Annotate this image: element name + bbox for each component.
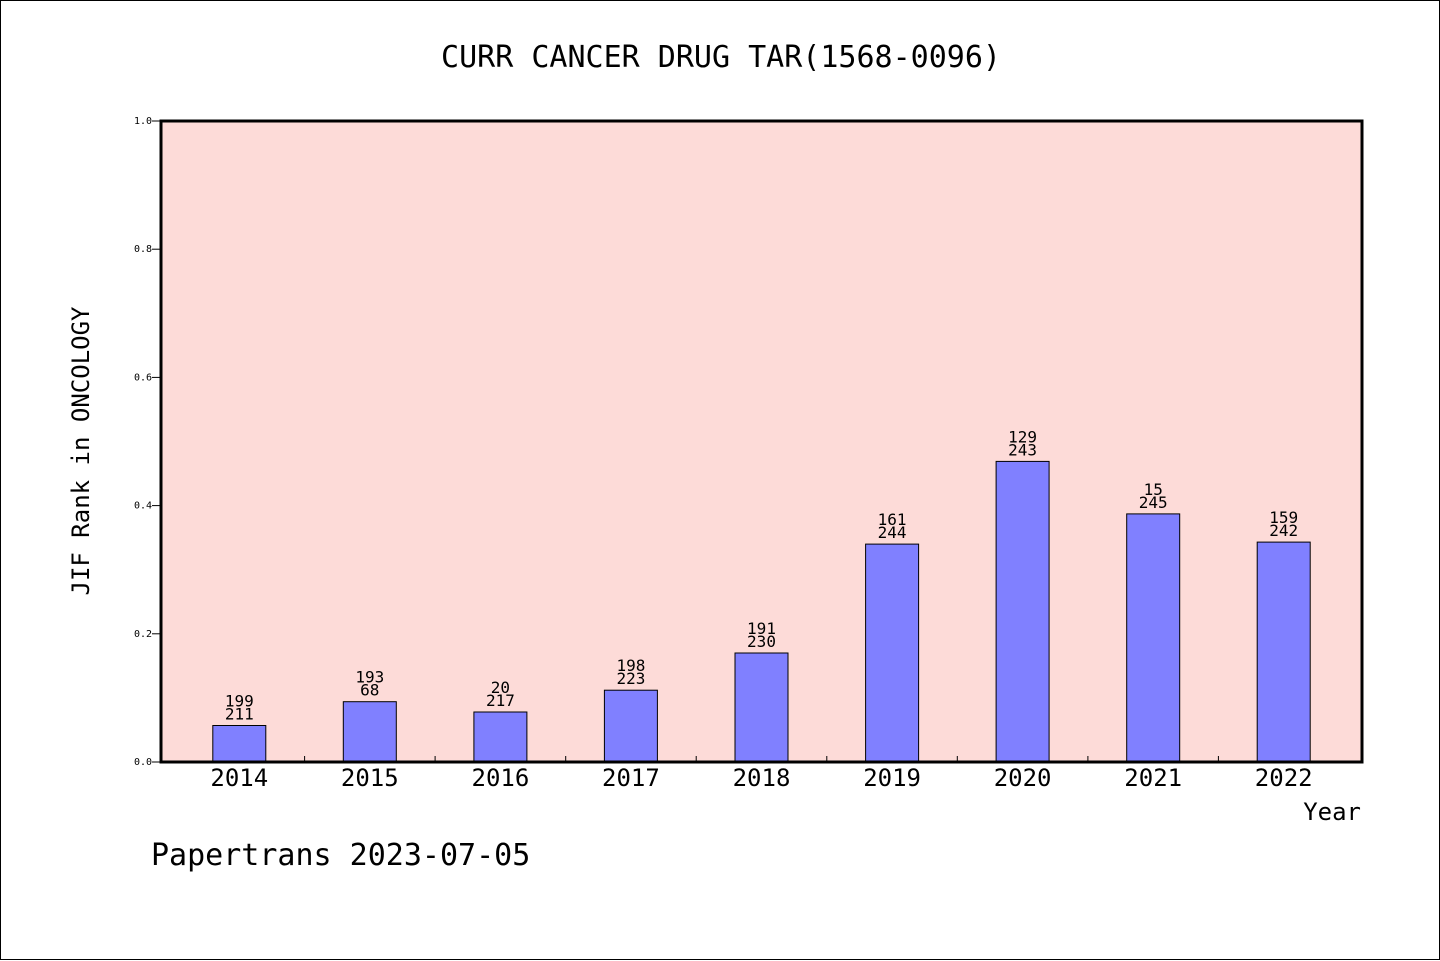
- bar-label-top-2014: 199: [225, 692, 254, 711]
- x-axis: 2014 2015 2016 2017 2018 2019 2020 2021 2022: [210, 756, 1313, 792]
- x-axis-label: Year: [1303, 798, 1361, 826]
- bar-2021: [1126, 513, 1181, 763]
- y-axis: 0.0 0.2 0.4 0.6 0.8 1.0: [134, 116, 161, 768]
- bar-label-bottom-2018: 230: [747, 632, 776, 651]
- bar-label-top-2022: 159: [1269, 508, 1298, 527]
- bar-2020: [995, 460, 1050, 763]
- x-tick-label-2020: 2020: [994, 764, 1052, 792]
- bar-label-bottom-2020: 243: [1008, 440, 1037, 459]
- bar-2015: [342, 701, 397, 763]
- y-tick-label: 0.0: [134, 757, 152, 768]
- bar-2016: [473, 711, 528, 763]
- bar-label-top-2021: 15: [1144, 480, 1163, 499]
- x-tick-label-2019: 2019: [863, 764, 921, 792]
- bar-2017: [603, 689, 658, 763]
- bar-label-bottom-2019: 244: [878, 523, 907, 542]
- bar-2019: [865, 543, 920, 763]
- x-tick-label-2021: 2021: [1124, 764, 1182, 792]
- bar-label-bottom-2015: 68: [360, 681, 379, 700]
- bar-2014: [212, 725, 267, 763]
- y-tick-label: 0.6: [134, 372, 152, 383]
- x-tick-label-2016: 2016: [472, 764, 530, 792]
- y-tick-label: 0.4: [134, 501, 152, 512]
- bar-label-top-2015: 193: [355, 668, 384, 687]
- x-tick-label-2014: 2014: [210, 764, 268, 792]
- bars-layer: [212, 460, 1311, 763]
- bar-label-bottom-2022: 242: [1269, 521, 1298, 540]
- bar-label-top-2020: 129: [1008, 427, 1037, 446]
- plot-border: [159, 119, 1364, 764]
- y-tick-label: 0.2: [134, 629, 152, 640]
- bar-label-bottom-2014: 211: [225, 705, 254, 724]
- x-tick-label-2022: 2022: [1255, 764, 1313, 792]
- bar-label-bottom-2017: 223: [616, 669, 645, 688]
- bar-2022: [1256, 541, 1311, 763]
- x-tick-label-2015: 2015: [341, 764, 399, 792]
- bar-2018: [734, 652, 789, 763]
- y-tick-label: 0.8: [134, 244, 152, 255]
- bar-label-top-2018: 191: [747, 619, 776, 638]
- bar-label-top-2016: 20: [491, 678, 510, 697]
- x-tick-label-2018: 2018: [733, 764, 791, 792]
- footer-text: Papertrans 2023-07-05: [151, 838, 530, 873]
- bar-label-bottom-2016: 217: [486, 691, 515, 710]
- y-tick-label: 1.0: [134, 116, 152, 127]
- x-tick-label-2017: 2017: [602, 764, 660, 792]
- bar-label-top-2019: 161: [878, 510, 907, 529]
- bar-label-top-2017: 198: [616, 656, 645, 675]
- chart-title: CURR CANCER DRUG TAR(1568-0096): [441, 40, 1001, 75]
- y-axis-label: JIF Rank in ONCOLOGY: [67, 306, 95, 596]
- bar-label-bottom-2021: 245: [1139, 493, 1168, 512]
